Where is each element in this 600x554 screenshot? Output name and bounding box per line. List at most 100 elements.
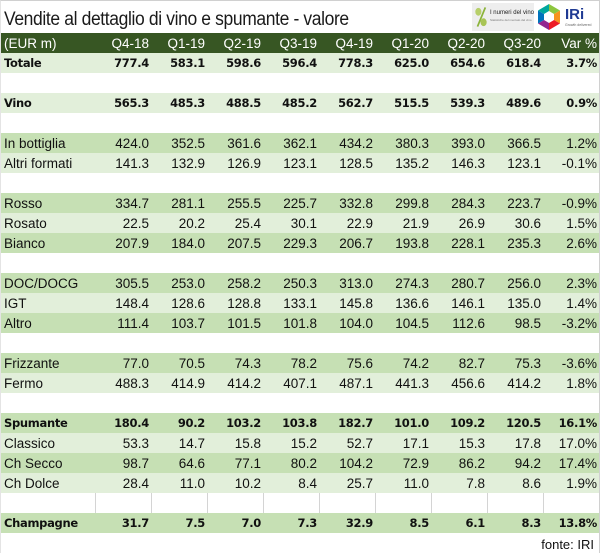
column-header-var: Var % <box>543 33 599 53</box>
empty-cell <box>207 393 263 413</box>
value-cell: 90.2 <box>151 413 207 433</box>
row-label: Spumante <box>1 413 95 433</box>
value-cell: 103.7 <box>151 313 207 333</box>
row-label: Classico <box>1 433 95 453</box>
empty-cell <box>431 333 487 353</box>
value-cell: 414.9 <box>151 373 207 393</box>
value-cell: 78.2 <box>263 353 319 373</box>
value-cell: 434.2 <box>319 133 375 153</box>
value-cell: 7.5 <box>151 513 207 533</box>
table-row-igt: IGT 148.4 128.6 128.8 133.1 145.8 136.6 146.1 13… <box>1 293 599 313</box>
row-label: IGT <box>1 293 95 313</box>
column-header: Q2-20 <box>431 33 487 53</box>
var-percent-cell: -0.1% <box>543 153 599 173</box>
value-cell: 618.4 <box>487 53 543 73</box>
value-cell: 133.1 <box>263 293 319 313</box>
value-cell: 777.4 <box>95 53 151 73</box>
column-header: Q4-18 <box>95 33 151 53</box>
table-row-classico: Classico 53.3 14.7 15.8 15.2 52.7 17.1 15.3 17.8… <box>1 433 599 453</box>
empty-cell <box>375 113 431 133</box>
value-cell: 207.5 <box>207 233 263 253</box>
value-cell: 109.2 <box>431 413 487 433</box>
empty-cell <box>151 253 207 273</box>
var-percent-cell: -0.9% <box>543 193 599 213</box>
value-cell: 101.8 <box>263 313 319 333</box>
empty-cell <box>543 173 599 193</box>
value-cell: 223.7 <box>487 193 543 213</box>
value-cell: 7.8 <box>431 473 487 493</box>
empty-cell <box>430 493 487 513</box>
table-row-ch-dolce: Ch Dolce 28.4 11.0 10.2 8.4 25.7 11.0 7.8 8.6 1.9… <box>1 473 599 493</box>
value-cell: 596.4 <box>263 53 319 73</box>
empty-cell <box>543 253 599 273</box>
value-cell: 414.2 <box>487 373 543 393</box>
value-cell: 256.0 <box>487 273 543 293</box>
table-row-vino: Vino 565.3 485.3 488.5 485.2 562.7 515.5 539.3 4… <box>1 93 599 113</box>
empty-cell <box>95 113 151 133</box>
value-cell: 128.5 <box>319 153 375 173</box>
value-cell: 98.5 <box>487 313 543 333</box>
value-cell: 8.5 <box>375 513 431 533</box>
value-cell: 64.6 <box>151 453 207 473</box>
var-percent-cell: 2.6% <box>543 233 599 253</box>
empty-cell <box>431 253 487 273</box>
iri-logo-text: IRi <box>565 5 585 23</box>
empty-cell <box>318 493 375 513</box>
value-cell: 14.7 <box>151 433 207 453</box>
value-cell: 126.9 <box>207 153 263 173</box>
value-cell: 145.8 <box>319 293 375 313</box>
value-cell: 123.1 <box>263 153 319 173</box>
column-header: Q4-19 <box>319 33 375 53</box>
value-cell: 456.6 <box>431 373 487 393</box>
table-row-spumante: Spumante 180.4 90.2 103.2 103.8 182.7 101.0 109… <box>1 413 599 433</box>
value-cell: 123.1 <box>487 153 543 173</box>
empty-cell <box>319 333 375 353</box>
var-percent-cell: 17.4% <box>543 453 599 473</box>
value-cell: 393.0 <box>431 133 487 153</box>
value-cell: 598.6 <box>207 53 263 73</box>
empty-cell <box>543 393 599 413</box>
value-cell: 235.3 <box>487 233 543 253</box>
value-cell: 77.0 <box>95 353 151 373</box>
spacer-row <box>1 253 599 273</box>
iri-hexagon-icon <box>538 4 560 30</box>
empty-cell <box>1 393 95 413</box>
empty-cell <box>431 393 487 413</box>
value-cell: 11.0 <box>151 473 207 493</box>
value-cell: 135.2 <box>375 153 431 173</box>
value-cell: 111.4 <box>95 313 151 333</box>
value-cell: 207.9 <box>95 233 151 253</box>
value-cell: 26.9 <box>431 213 487 233</box>
value-cell: 101.0 <box>375 413 431 433</box>
value-cell: 101.5 <box>207 313 263 333</box>
table-row-altri-formati: Altri formati 141.3 132.9 126.9 123.1 128.5 13… <box>1 153 599 173</box>
value-cell: 332.8 <box>319 193 375 213</box>
var-percent-cell: 1.4% <box>543 293 599 313</box>
var-percent-cell: 16.1% <box>543 413 599 433</box>
empty-cell <box>487 113 543 133</box>
numeri-del-vino-subtitle: Statistiche del mercato del vino <box>489 18 532 22</box>
value-cell: 30.1 <box>263 213 319 233</box>
row-label: In bottiglia <box>1 133 95 153</box>
row-label: Frizzante <box>1 353 95 373</box>
value-cell: 82.7 <box>431 353 487 373</box>
value-cell: 146.1 <box>431 293 487 313</box>
iri-logo: IRi Growth delivered <box>565 7 591 28</box>
row-label: Champagne <box>1 513 95 533</box>
value-cell: 146.3 <box>431 153 487 173</box>
empty-cell <box>263 253 319 273</box>
value-cell: 22.9 <box>319 213 375 233</box>
table-row-altro: Altro 111.4 103.7 101.5 101.8 104.0 104.5 112.6… <box>1 313 599 333</box>
empty-cell <box>487 73 543 93</box>
empty-cell <box>487 393 543 413</box>
column-header: Q1-19 <box>151 33 207 53</box>
empty-cell <box>207 113 263 133</box>
empty-cell <box>207 333 263 353</box>
value-cell: 487.1 <box>319 373 375 393</box>
spacer-row <box>1 173 599 193</box>
value-cell: 72.9 <box>375 453 431 473</box>
column-header: Q3-20 <box>487 33 543 53</box>
row-label: Altro <box>1 313 95 333</box>
table-row-rosso: Rosso 334.7 281.1 255.5 225.7 332.8 299.8 284.3… <box>1 193 599 213</box>
empty-cell <box>543 113 599 133</box>
